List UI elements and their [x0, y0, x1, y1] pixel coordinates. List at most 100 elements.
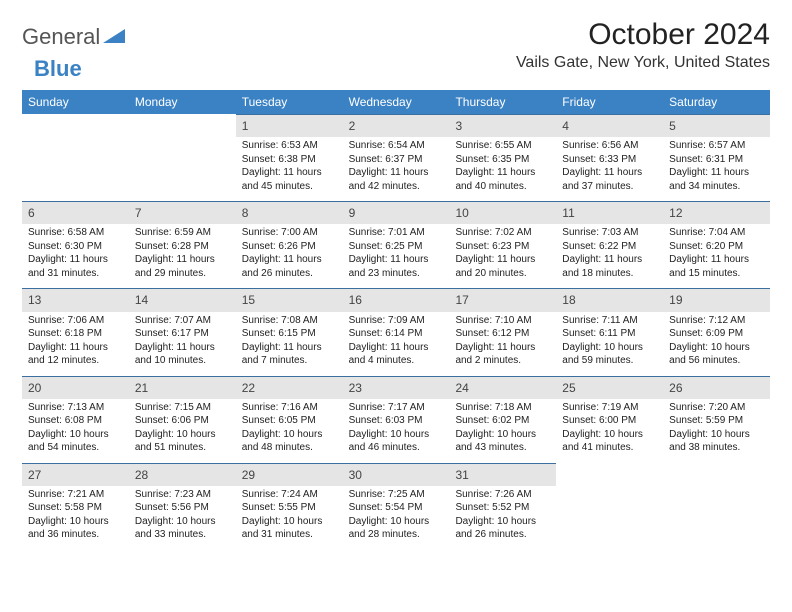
day-number: 7 [129, 201, 236, 224]
daylight-line: Daylight: 11 hours and 26 minutes. [242, 253, 337, 280]
sunrise-line: Sunrise: 7:07 AM [135, 314, 230, 328]
weekday-header: Saturday [663, 90, 770, 114]
cell-body: Sunrise: 7:03 AMSunset: 6:22 PMDaylight:… [556, 226, 663, 280]
sunrise-line: Sunrise: 7:00 AM [242, 226, 337, 240]
daylight-line: Daylight: 10 hours and 46 minutes. [349, 428, 444, 455]
daylight-line: Daylight: 11 hours and 10 minutes. [135, 341, 230, 368]
logo-triangle-icon [103, 27, 125, 48]
sunset-line: Sunset: 5:55 PM [242, 501, 337, 515]
cell-body: Sunrise: 7:21 AMSunset: 5:58 PMDaylight:… [22, 488, 129, 542]
sunrise-line: Sunrise: 7:26 AM [455, 488, 550, 502]
sunset-line: Sunset: 6:37 PM [349, 153, 444, 167]
daylight-line: Daylight: 11 hours and 20 minutes. [455, 253, 550, 280]
calendar-week-row: 13Sunrise: 7:06 AMSunset: 6:18 PMDayligh… [22, 288, 770, 375]
sunrise-line: Sunrise: 7:13 AM [28, 401, 123, 415]
cell-body: Sunrise: 7:02 AMSunset: 6:23 PMDaylight:… [449, 226, 556, 280]
day-number: 17 [449, 288, 556, 311]
sunset-line: Sunset: 6:08 PM [28, 414, 123, 428]
cell-body: Sunrise: 7:20 AMSunset: 5:59 PMDaylight:… [663, 401, 770, 455]
weekday-header: Wednesday [343, 90, 450, 114]
cell-body: Sunrise: 7:25 AMSunset: 5:54 PMDaylight:… [343, 488, 450, 542]
cell-body: Sunrise: 7:26 AMSunset: 5:52 PMDaylight:… [449, 488, 556, 542]
cell-body: Sunrise: 6:53 AMSunset: 6:38 PMDaylight:… [236, 139, 343, 193]
brand-part1: General [22, 24, 100, 50]
day-number: 11 [556, 201, 663, 224]
calendar-cell: 14 Sunrise: 7:07 AMSunset: 6:17 PMDayligh… [129, 288, 236, 375]
sunset-line: Sunset: 6:17 PM [135, 327, 230, 341]
day-number: 18 [556, 288, 663, 311]
day-number: 26 [663, 376, 770, 399]
sunrise-line: Sunrise: 7:04 AM [669, 226, 764, 240]
calendar-cell: 27Sunrise: 7:21 AMSunset: 5:58 PMDayligh… [22, 463, 129, 550]
calendar-week-row: 20Sunrise: 7:13 AMSunset: 6:08 PMDayligh… [22, 376, 770, 463]
sunrise-line: Sunrise: 6:59 AM [135, 226, 230, 240]
sunrise-line: Sunrise: 7:01 AM [349, 226, 444, 240]
daylight-line: Daylight: 10 hours and 28 minutes. [349, 515, 444, 542]
calendar-cell: 21Sunrise: 7:15 AMSunset: 6:06 PMDayligh… [129, 376, 236, 463]
calendar-cell: 9Sunrise: 7:01 AMSunset: 6:25 PMDaylight… [343, 201, 450, 288]
calendar-cell: 15Sunrise: 7:08 AMSunset: 6:15 PMDayligh… [236, 288, 343, 375]
sunrise-line: Sunrise: 6:55 AM [455, 139, 550, 153]
cell-body: Sunrise: 7:23 AMSunset: 5:56 PMDaylight:… [129, 488, 236, 542]
calendar-cell: 10Sunrise: 7:02 AMSunset: 6:23 PMDayligh… [449, 201, 556, 288]
calendar-cell: 5Sunrise: 6:57 AMSunset: 6:31 PMDaylight… [663, 114, 770, 201]
cell-body: Sunrise: 7:24 AMSunset: 5:55 PMDaylight:… [236, 488, 343, 542]
sunrise-line: Sunrise: 7:09 AM [349, 314, 444, 328]
sunrise-line: Sunrise: 7:10 AM [455, 314, 550, 328]
sunrise-line: Sunrise: 7:16 AM [242, 401, 337, 415]
sunset-line: Sunset: 6:14 PM [349, 327, 444, 341]
calendar-cell: 6Sunrise: 6:58 AMSunset: 6:30 PMDaylight… [22, 201, 129, 288]
calendar-cell: 7Sunrise: 6:59 AMSunset: 6:28 PMDaylight… [129, 201, 236, 288]
calendar-cell: 24Sunrise: 7:18 AMSunset: 6:02 PMDayligh… [449, 376, 556, 463]
calendar-cell: 29Sunrise: 7:24 AMSunset: 5:55 PMDayligh… [236, 463, 343, 550]
sunset-line: Sunset: 6:33 PM [562, 153, 657, 167]
calendar-cell: 12Sunrise: 7:04 AMSunset: 6:20 PMDayligh… [663, 201, 770, 288]
day-number: 6 [22, 201, 129, 224]
calendar-cell: 22Sunrise: 7:16 AMSunset: 6:05 PMDayligh… [236, 376, 343, 463]
calendar-cell: 3Sunrise: 6:55 AMSunset: 6:35 PMDaylight… [449, 114, 556, 201]
cell-body: Sunrise: 7:18 AMSunset: 6:02 PMDaylight:… [449, 401, 556, 455]
daylight-line: Daylight: 11 hours and 40 minutes. [455, 166, 550, 193]
sunset-line: Sunset: 5:58 PM [28, 501, 123, 515]
day-number: 30 [343, 463, 450, 486]
sunrise-line: Sunrise: 7:11 AM [562, 314, 657, 328]
day-number: 28 [129, 463, 236, 486]
calendar-page: General October 2024 Vails Gate, New Yor… [0, 0, 792, 550]
cell-body: Sunrise: 7:09 AMSunset: 6:14 PMDaylight:… [343, 314, 450, 368]
daylight-line: Daylight: 10 hours and 33 minutes. [135, 515, 230, 542]
calendar-cell-blank [556, 463, 663, 550]
daylight-line: Daylight: 10 hours and 54 minutes. [28, 428, 123, 455]
calendar-cell: 1Sunrise: 6:53 AMSunset: 6:38 PMDaylight… [236, 114, 343, 201]
sunset-line: Sunset: 6:05 PM [242, 414, 337, 428]
daylight-line: Daylight: 11 hours and 18 minutes. [562, 253, 657, 280]
cell-body: Sunrise: 6:56 AMSunset: 6:33 PMDaylight:… [556, 139, 663, 193]
daylight-line: Daylight: 11 hours and 45 minutes. [242, 166, 337, 193]
sunrise-line: Sunrise: 7:23 AM [135, 488, 230, 502]
cell-body: Sunrise: 7:00 AMSunset: 6:26 PMDaylight:… [236, 226, 343, 280]
sunset-line: Sunset: 6:38 PM [242, 153, 337, 167]
day-number: 14 [129, 288, 236, 311]
calendar-cell: 25Sunrise: 7:19 AMSunset: 6:00 PMDayligh… [556, 376, 663, 463]
day-number: 16 [343, 288, 450, 311]
sunset-line: Sunset: 6:30 PM [28, 240, 123, 254]
sunrise-line: Sunrise: 6:57 AM [669, 139, 764, 153]
sunset-line: Sunset: 6:12 PM [455, 327, 550, 341]
day-number: 27 [22, 463, 129, 486]
calendar-week-row: 6Sunrise: 6:58 AMSunset: 6:30 PMDaylight… [22, 201, 770, 288]
daylight-line: Daylight: 10 hours and 41 minutes. [562, 428, 657, 455]
day-number: 24 [449, 376, 556, 399]
cell-body: Sunrise: 7:07 AMSunset: 6:17 PMDaylight:… [129, 314, 236, 368]
cell-body: Sunrise: 7:16 AMSunset: 6:05 PMDaylight:… [236, 401, 343, 455]
brand-logo: General [22, 24, 125, 50]
daylight-line: Daylight: 10 hours and 51 minutes. [135, 428, 230, 455]
calendar-week-row: 1Sunrise: 6:53 AMSunset: 6:38 PMDaylight… [22, 114, 770, 201]
sunset-line: Sunset: 6:11 PM [562, 327, 657, 341]
day-number: 22 [236, 376, 343, 399]
sunrise-line: Sunrise: 7:06 AM [28, 314, 123, 328]
calendar-cell: 30Sunrise: 7:25 AMSunset: 5:54 PMDayligh… [343, 463, 450, 550]
weekday-header: Thursday [449, 90, 556, 114]
day-number: 15 [236, 288, 343, 311]
day-number: 10 [449, 201, 556, 224]
daylight-line: Daylight: 10 hours and 31 minutes. [242, 515, 337, 542]
sunset-line: Sunset: 6:15 PM [242, 327, 337, 341]
